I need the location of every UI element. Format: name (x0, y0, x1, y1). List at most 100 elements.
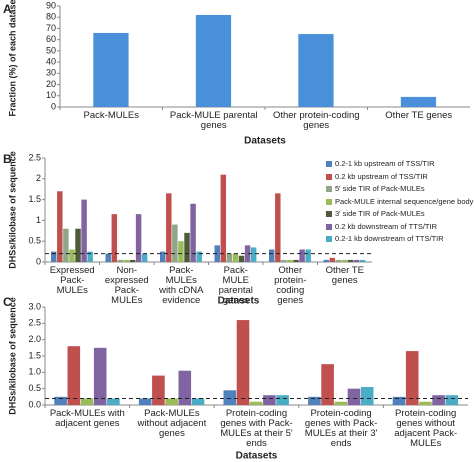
legend-item: 0.2-1 kb downstream of TTS/TIR (326, 234, 444, 243)
y-tick-label: 2.5 (28, 152, 41, 162)
bar (141, 253, 148, 262)
bar (360, 387, 374, 405)
bar (138, 398, 152, 405)
bar (129, 259, 136, 262)
y-tick-label: 30 (46, 68, 56, 78)
x-tick-label: Non-expressed Pack-MULEs (104, 265, 149, 306)
bar (238, 255, 245, 262)
legend-label: Pack-MULE internal sequence/gene body (335, 196, 474, 206)
y-tick-label: 80 (46, 12, 56, 22)
bar (69, 249, 75, 262)
bar (54, 396, 67, 405)
y-tick-label: 50 (46, 45, 56, 55)
bar (329, 257, 336, 262)
y-axis-label: DHSs/kilobase of sequence (7, 297, 17, 415)
x-tick-label: Pack-MULEs with cDNA evidence (159, 265, 204, 306)
legend-item: 0.2-1 kb upstream of TSS/TIR (326, 159, 435, 168)
bar (220, 174, 227, 262)
bar (347, 259, 354, 262)
legend-item: 3' side TIR of Pack-MULEs (326, 209, 425, 218)
x-tick-label: Pack-MULE parental genes (218, 265, 253, 306)
bar (250, 247, 257, 262)
bar (190, 203, 196, 262)
x-tick-label: Protein-coding genes without adjacent Pa… (394, 408, 458, 449)
y-tick-label: 0.0 (28, 399, 41, 409)
bar (299, 249, 305, 262)
bar (81, 199, 87, 262)
x-tick-label: Protein-coding genes with Pack-MULEs at … (220, 408, 293, 449)
y-tick-label: 10 (46, 90, 56, 100)
bar (298, 34, 334, 107)
x-axis-label: Datasets (218, 296, 260, 307)
x-tick-label: Other protein-coding genes (274, 265, 307, 306)
legend-item: 0.2 kb upstream of TSS/TIR (326, 172, 428, 181)
bar (323, 259, 329, 262)
bar (236, 320, 250, 405)
bar (268, 249, 275, 262)
bar (347, 388, 361, 405)
x-tick-label: Pack-MULEs (83, 110, 139, 121)
x-axis-label: Datasets (236, 451, 278, 462)
legend-label: 0.2-1 kb downstream of TTS/TIR (335, 234, 444, 243)
bar (275, 193, 281, 262)
bar (419, 401, 432, 405)
bar (135, 214, 142, 262)
bar (392, 396, 406, 405)
bar (80, 398, 94, 405)
legend-label: 5' side TIR of Pack-MULEs (335, 184, 425, 193)
bar (178, 370, 192, 405)
bar (293, 259, 299, 262)
x-tick-label: Expressed Pack-MULEs (49, 265, 95, 296)
bar (445, 395, 459, 405)
legend-label: 3' side TIR of Pack-MULEs (335, 209, 425, 218)
bar (223, 390, 237, 405)
y-tick-label: 0 (36, 256, 41, 266)
bar (244, 245, 251, 262)
legend-label: 0.2 kb downstream of TTS/TIR (335, 221, 437, 231)
bar (353, 259, 360, 262)
legend-label: 0.2-1 kb upstream of TSS/TIR (335, 159, 435, 168)
bar (432, 395, 445, 405)
bar (105, 253, 111, 262)
bar (166, 193, 172, 262)
bar (359, 259, 366, 262)
bar (287, 259, 293, 262)
y-tick-label: 0.5 (28, 236, 41, 246)
bar (123, 259, 130, 262)
bar (305, 249, 311, 262)
y-tick-label: 0 (51, 101, 56, 111)
bar (63, 228, 69, 262)
bar (111, 214, 118, 262)
bar (214, 245, 220, 262)
legend-swatch (326, 173, 332, 180)
bar (152, 375, 165, 405)
bar (400, 96, 437, 107)
legend-swatch (326, 223, 332, 230)
bar (178, 241, 184, 262)
bar (165, 398, 178, 405)
legend-item: 0.2 kb downstream of TTS/TIR (326, 222, 437, 231)
x-tick-label: Other TE genes (385, 110, 453, 121)
y-tick-label: 1.5 (28, 194, 41, 204)
panel-letter: B (3, 152, 12, 166)
y-tick-label: 40 (46, 56, 56, 66)
bar (195, 14, 232, 108)
x-tick-label: Pack-MULE parental genes (169, 110, 258, 131)
y-axis-label: DHSs/kilobase of sequence (7, 151, 17, 269)
bar (263, 395, 276, 405)
bar (308, 396, 321, 405)
x-tick-label: Pack-MULEs without adjacent genes (137, 408, 207, 439)
legend-item: Pack-MULE internal sequence/gene body (326, 197, 473, 206)
bar (232, 253, 239, 262)
bar (93, 32, 129, 107)
bar (184, 232, 190, 262)
legend-swatch (326, 236, 332, 243)
bar (249, 401, 263, 405)
bar (67, 346, 81, 405)
bar (107, 398, 120, 405)
bar (335, 259, 342, 262)
bar (321, 364, 334, 405)
legend-item: 5' side TIR of Pack-MULEs (326, 184, 425, 193)
y-tick-label: 2.5 (28, 318, 41, 328)
